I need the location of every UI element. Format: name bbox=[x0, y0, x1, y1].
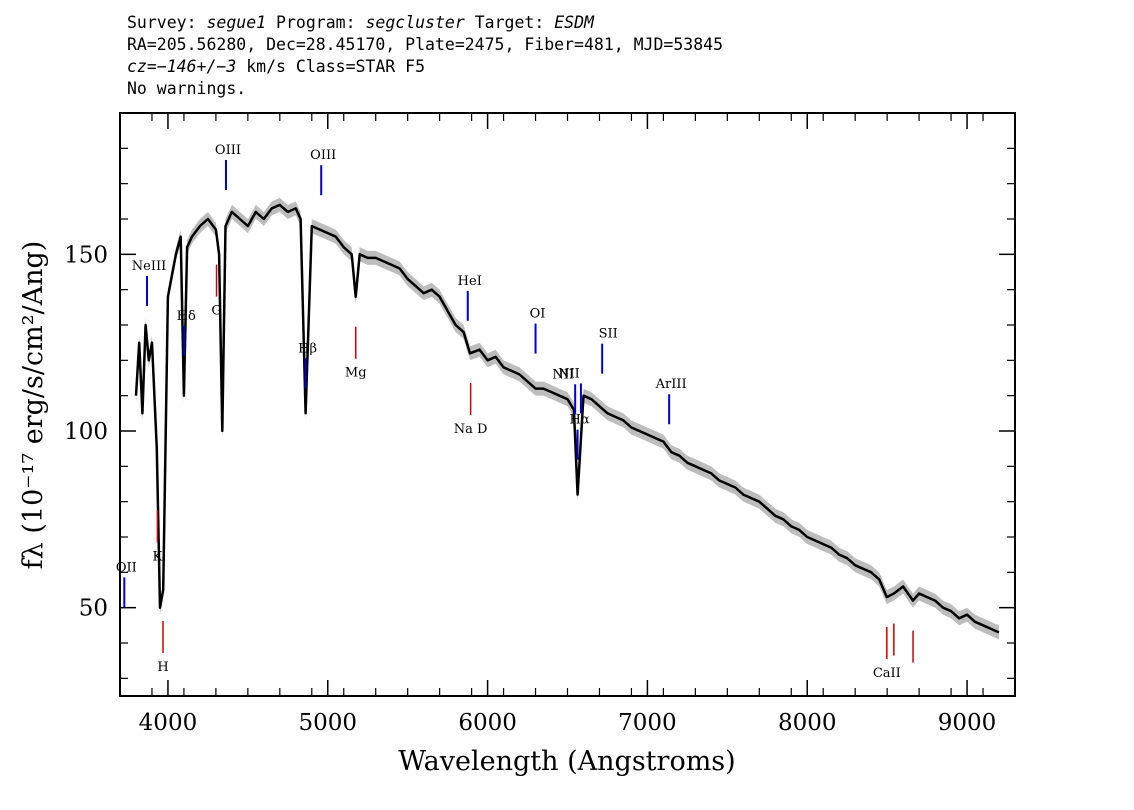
x-axis-title: Wavelength (Angstroms) bbox=[398, 746, 735, 777]
emission-line-label: SII bbox=[599, 327, 618, 342]
absorption-line-label: Mg bbox=[345, 366, 367, 381]
x-tick-label: 6000 bbox=[458, 710, 517, 736]
y-tick-label: 100 bbox=[64, 419, 108, 445]
emission-line-label: OIII bbox=[215, 143, 241, 158]
x-tick-label: 9000 bbox=[938, 710, 997, 736]
program-label: Program: bbox=[276, 13, 356, 32]
y-tick-label: 150 bbox=[64, 242, 108, 268]
emission-line-label: NeIII bbox=[132, 259, 166, 274]
absorption-line-label: H bbox=[157, 660, 168, 675]
absorption-line-label: G bbox=[211, 304, 221, 319]
emission-line-label: OII bbox=[116, 560, 137, 575]
x-tick-label: 4000 bbox=[139, 710, 198, 736]
emission-line-label: NII bbox=[558, 366, 580, 381]
header-line-redshift: cz=−146+/−3 km/s Class=STAR F5 bbox=[127, 56, 723, 78]
emission-line-label: ArIII bbox=[655, 377, 687, 392]
x-tick-label: 8000 bbox=[778, 710, 837, 736]
target-label: Target: bbox=[474, 13, 545, 32]
header-line-warnings: No warnings. bbox=[127, 79, 247, 98]
spectrum-line bbox=[134, 203, 1000, 634]
absorption-line-label: CaII bbox=[873, 666, 901, 681]
program-value: segcluster bbox=[365, 13, 465, 32]
emission-line-label: Hβ bbox=[298, 341, 317, 356]
emission-line-label: OI bbox=[530, 307, 546, 322]
survey-value: segue1 bbox=[206, 13, 267, 32]
error-band-layer bbox=[136, 197, 999, 640]
error-band bbox=[136, 197, 999, 640]
emission-line-label: OIII bbox=[310, 148, 336, 163]
x-tick-label: 7000 bbox=[618, 710, 677, 736]
header-line-coords: RA=205.56280, Dec=28.45170, Plate=2475, … bbox=[127, 35, 724, 54]
axis-ticks-layer: 4000 5000 6000 7000 8000 9000 50 100 150 bbox=[64, 113, 1016, 736]
class-text: km/s Class=STAR F5 bbox=[236, 57, 426, 76]
spectral-lines-layer: OII NeIII Hδ OIII Hβ OIII HeI OI NII Hα NII SII ArII… bbox=[116, 143, 914, 681]
x-tick-label: 5000 bbox=[298, 710, 357, 736]
spectrum-line-layer bbox=[134, 203, 1000, 634]
emission-line-label: Hα bbox=[570, 413, 590, 428]
y-axis-title: fλ (10⁻¹⁷ erg/s/cm²/Ang) bbox=[18, 241, 49, 570]
cz-label: cz= bbox=[127, 57, 157, 76]
emission-line-label: NII bbox=[552, 367, 574, 382]
absorption-line-label: Na D bbox=[454, 422, 488, 437]
target-value: ESDM bbox=[554, 13, 594, 32]
cz-value: −146+/−3 bbox=[156, 57, 237, 76]
emission-line-label: Hδ bbox=[177, 309, 196, 324]
y-tick-label: 50 bbox=[79, 596, 108, 622]
spectrum-header: Survey: segue1 Program: segcluster Targe… bbox=[127, 12, 723, 100]
survey-label: Survey: bbox=[127, 13, 197, 32]
header-line-survey: Survey: segue1 Program: segcluster Targe… bbox=[127, 12, 723, 34]
absorption-line-label: K bbox=[153, 549, 163, 564]
emission-line-label: HeI bbox=[458, 274, 482, 289]
